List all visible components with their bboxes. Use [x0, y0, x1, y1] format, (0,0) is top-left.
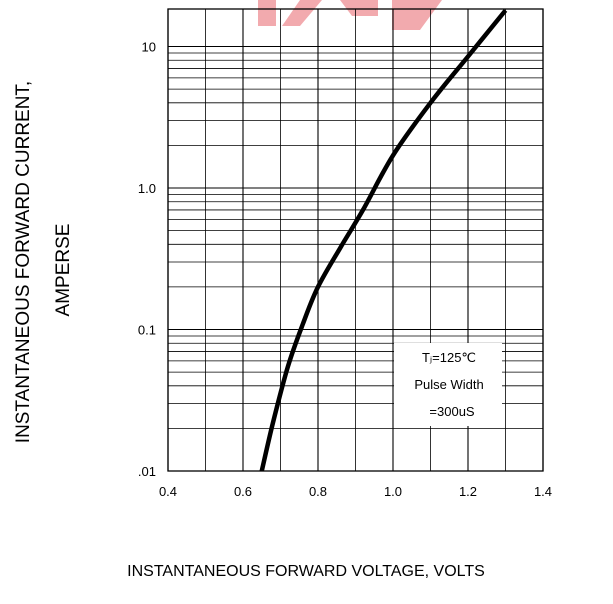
annotation-box: Tⱼ=125℃ Pulse Width =300uS [394, 343, 502, 426]
y-axis-title-line2: AMPERSE [53, 224, 74, 317]
plot-border [167, 8, 544, 472]
y-tick-label: .01 [138, 464, 156, 479]
x-axis-title: INSTANTANEOUS FORWARD VOLTAGE, VOLTS [127, 563, 485, 580]
x-tick-label: 1.2 [459, 484, 477, 499]
watermark-logo [258, 0, 442, 30]
y-tick-label: 1.0 [138, 181, 156, 196]
x-tick-label: 0.8 [309, 484, 327, 499]
y-axis-title-line1: INSTANTANEOUS FORWARD CURRENT, [13, 81, 34, 443]
x-tick-label: 0.4 [159, 484, 177, 499]
x-tick-label: 0.6 [234, 484, 252, 499]
annotation-pulse-duration: =300uS [429, 404, 475, 419]
x-tick-label: 1.0 [384, 484, 402, 499]
y-tick-label: 10 [142, 40, 156, 55]
series-layer [259, 8, 508, 472]
series-curve [259, 8, 508, 472]
y-tick-label: 0.1 [138, 323, 156, 338]
annotation-temperature: Tⱼ=125℃ [422, 350, 476, 365]
annotation-pulse-width: Pulse Width [414, 377, 483, 392]
x-tick-label: 1.4 [534, 484, 552, 499]
tick-labels: 0.4 0.6 0.8 1.0 1.2 1.4 .01 0.1 1.0 10 [138, 40, 552, 500]
